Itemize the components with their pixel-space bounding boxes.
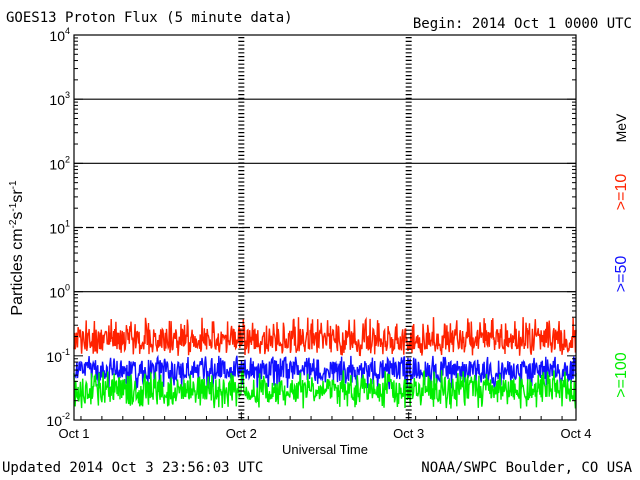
source-credit: NOAA/SWPC Boulder, CO USA [421,460,632,476]
y-tick-label: 102 [49,154,70,172]
begin-time-label: Begin: 2014 Oct 1 0000 UTC [412,16,632,32]
y-tick-label: 10-1 [46,347,70,365]
y-tick-label: 101 [49,219,70,237]
series-line [73,316,577,357]
y-tick-label: 103 [49,90,70,108]
chart-title: GOES13 Proton Flux (5 minute data) [6,10,293,26]
y-tick-label: 100 [49,283,70,301]
legend-entry: >=50 [613,256,630,293]
legend: MeV >=10 >=50 >=100 [613,113,630,398]
unit-label: MeV [613,113,629,142]
x-tick-label: Oct 2 [226,426,257,441]
label-layer: 10-2 10-1 100 101 102 103 104 Oct 1 Oct 2 Oct 3 Oc… [46,26,591,441]
series-line [73,370,577,409]
y-tick-label: 10-2 [46,411,70,429]
y-tick-label: 104 [49,26,70,44]
x-tick-label: Oct 3 [393,426,424,441]
updated-timestamp: Updated 2014 Oct 3 23:56:03 UTC [2,460,264,476]
x-tick-label: Oct 1 [58,426,89,441]
y-axis-label: Particles cm-2s-1sr-1 [8,180,26,316]
series-line [73,354,577,390]
x-axis-label: Universal Time [282,442,368,457]
legend-entry: >=10 [613,174,630,211]
series-layer [73,316,577,409]
grid-layer [74,37,576,420]
x-tick-label: Oct 4 [560,426,591,441]
tick-layer [73,37,577,421]
legend-entry: >=100 [613,352,630,397]
